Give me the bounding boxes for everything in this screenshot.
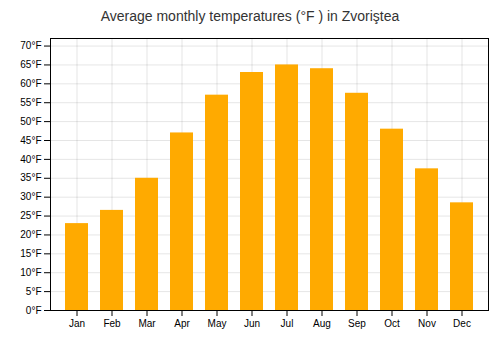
- svg-text:50°F: 50°F: [20, 116, 41, 127]
- svg-text:Apr: Apr: [174, 318, 190, 329]
- svg-text:Feb: Feb: [103, 318, 121, 329]
- svg-text:70°F: 70°F: [20, 40, 41, 51]
- svg-text:Jul: Jul: [281, 318, 294, 329]
- svg-text:5°F: 5°F: [26, 286, 42, 297]
- svg-text:40°F: 40°F: [20, 154, 41, 165]
- svg-text:60°F: 60°F: [20, 78, 41, 89]
- svg-text:Jan: Jan: [69, 318, 85, 329]
- svg-text:Jun: Jun: [244, 318, 260, 329]
- svg-text:Oct: Oct: [384, 318, 400, 329]
- svg-text:0°F: 0°F: [26, 305, 42, 316]
- svg-text:35°F: 35°F: [20, 172, 41, 183]
- svg-text:20°F: 20°F: [20, 229, 41, 240]
- svg-text:30°F: 30°F: [20, 191, 41, 202]
- html-text:Average monthly temperatures (: Average monthly temperatures (°F ) in Zv…: [100, 8, 400, 24]
- svg-text:15°F: 15°F: [20, 248, 41, 259]
- svg-text:55°F: 55°F: [20, 97, 41, 108]
- svg-text:Sep: Sep: [348, 318, 366, 329]
- svg-text:10°F: 10°F: [20, 267, 41, 278]
- svg-text:Nov: Nov: [418, 318, 436, 329]
- svg-text:Dec: Dec: [453, 318, 471, 329]
- svg-text:45°F: 45°F: [20, 135, 41, 146]
- svg-text:65°F: 65°F: [20, 59, 41, 70]
- svg-text:May: May: [208, 318, 227, 329]
- svg-text:Mar: Mar: [138, 318, 156, 329]
- svg-text:Aug: Aug: [313, 318, 331, 329]
- svg-text:25°F: 25°F: [20, 210, 41, 221]
